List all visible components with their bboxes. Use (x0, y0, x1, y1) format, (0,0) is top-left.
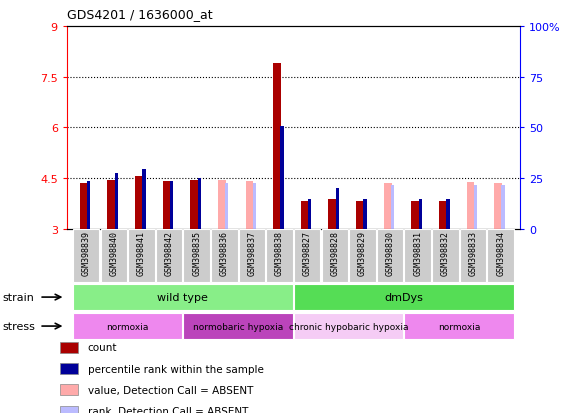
FancyBboxPatch shape (73, 284, 293, 311)
FancyBboxPatch shape (460, 230, 486, 282)
Bar (301, 202, 309, 229)
Text: percentile rank within the sample: percentile rank within the sample (88, 364, 264, 374)
FancyBboxPatch shape (156, 230, 182, 282)
FancyBboxPatch shape (211, 230, 238, 282)
Text: value, Detection Call = ABSENT: value, Detection Call = ABSENT (88, 385, 253, 395)
Bar (356, 202, 364, 229)
Bar (60, 385, 78, 395)
FancyBboxPatch shape (404, 230, 431, 282)
Text: GSM398838: GSM398838 (275, 231, 284, 276)
FancyBboxPatch shape (73, 313, 182, 339)
Text: normoxia: normoxia (438, 322, 480, 331)
Bar (446, 199, 450, 229)
Text: GSM398828: GSM398828 (331, 231, 339, 276)
Text: strain: strain (3, 292, 35, 302)
Bar (384, 184, 392, 229)
Bar (474, 185, 477, 229)
Text: normoxia: normoxia (106, 322, 149, 331)
Text: GSM398831: GSM398831 (413, 231, 422, 276)
Text: rank, Detection Call = ABSENT: rank, Detection Call = ABSENT (88, 406, 248, 413)
FancyBboxPatch shape (294, 313, 403, 339)
Bar (225, 184, 228, 229)
Bar (135, 177, 143, 229)
FancyBboxPatch shape (487, 230, 514, 282)
Bar (467, 183, 475, 229)
Bar (60, 406, 78, 413)
FancyBboxPatch shape (73, 230, 99, 282)
Bar (107, 180, 115, 229)
Text: GSM398841: GSM398841 (137, 231, 146, 276)
Text: stress: stress (3, 321, 36, 331)
Bar (218, 180, 225, 229)
Bar (336, 188, 339, 229)
FancyBboxPatch shape (184, 230, 210, 282)
Bar (439, 202, 447, 229)
Text: dmDys: dmDys (385, 292, 424, 302)
FancyBboxPatch shape (294, 230, 321, 282)
Bar (87, 181, 90, 229)
FancyBboxPatch shape (266, 230, 293, 282)
FancyBboxPatch shape (101, 230, 127, 282)
Text: normobaric hypoxia: normobaric hypoxia (193, 322, 284, 331)
FancyBboxPatch shape (128, 230, 155, 282)
Text: chronic hypobaric hypoxia: chronic hypobaric hypoxia (289, 322, 408, 331)
Text: GSM398835: GSM398835 (192, 231, 201, 276)
Bar (363, 199, 367, 229)
Text: GSM398842: GSM398842 (164, 231, 174, 276)
Bar (60, 342, 78, 353)
Bar (142, 169, 146, 229)
Text: GSM398827: GSM398827 (303, 231, 312, 276)
Bar (163, 182, 170, 229)
FancyBboxPatch shape (377, 230, 403, 282)
Text: GSM398837: GSM398837 (248, 231, 256, 276)
FancyBboxPatch shape (432, 230, 458, 282)
Bar (328, 199, 336, 229)
Text: GSM398829: GSM398829 (358, 231, 367, 276)
Text: GSM398830: GSM398830 (386, 231, 394, 276)
Bar (253, 184, 256, 229)
Text: GDS4201 / 1636000_at: GDS4201 / 1636000_at (67, 8, 213, 21)
Text: count: count (88, 343, 117, 353)
Text: GSM398832: GSM398832 (441, 231, 450, 276)
Bar (418, 199, 422, 229)
FancyBboxPatch shape (322, 230, 348, 282)
Text: GSM398836: GSM398836 (220, 231, 229, 276)
Bar (391, 186, 394, 229)
FancyBboxPatch shape (404, 313, 514, 339)
Bar (170, 181, 173, 229)
Text: GSM398840: GSM398840 (109, 231, 119, 276)
Bar (281, 126, 284, 229)
Bar (273, 64, 281, 229)
Bar (60, 363, 78, 374)
FancyBboxPatch shape (184, 313, 293, 339)
Bar (191, 180, 198, 229)
Bar (411, 202, 419, 229)
Bar (198, 179, 201, 229)
Text: wild type: wild type (157, 292, 209, 302)
Bar (80, 184, 88, 229)
Bar (246, 181, 253, 229)
FancyBboxPatch shape (294, 284, 514, 311)
Bar (494, 183, 502, 229)
FancyBboxPatch shape (349, 230, 376, 282)
Text: GSM398834: GSM398834 (496, 231, 505, 276)
Bar (114, 173, 118, 229)
Bar (501, 186, 505, 229)
FancyBboxPatch shape (239, 230, 265, 282)
Text: GSM398833: GSM398833 (468, 231, 478, 276)
Bar (308, 199, 311, 229)
Text: GSM398839: GSM398839 (82, 231, 91, 276)
